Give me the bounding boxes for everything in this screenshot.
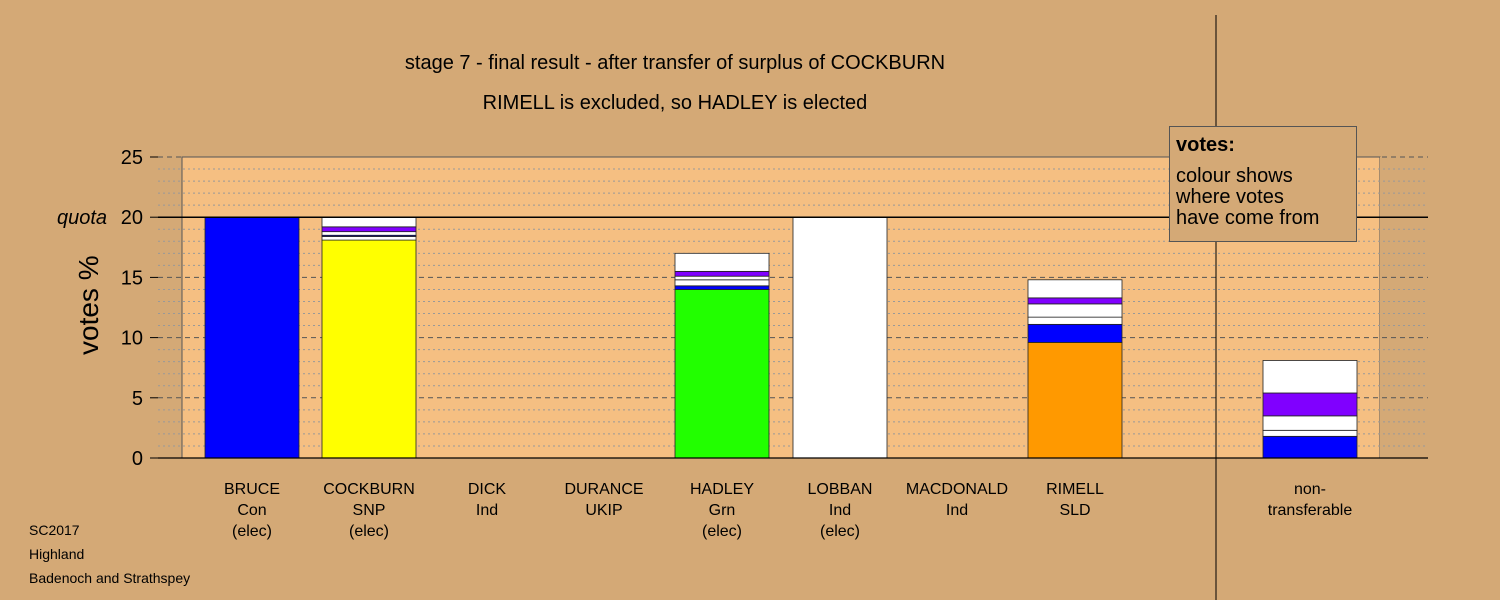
bar-segment (674, 279, 770, 287)
x-category-label: transferable (1268, 502, 1353, 519)
x-category-label: UKIP (585, 502, 622, 519)
bar-cockburn (321, 216, 417, 459)
legend-line: colour shows (1176, 165, 1293, 187)
legend-title: votes: (1176, 134, 1235, 156)
y-tick-label: 20 (121, 207, 143, 229)
x-category-label: (elec) (702, 523, 742, 540)
bar-segment (674, 289, 770, 459)
bar-segment (321, 216, 417, 228)
y-tick-label: 25 (121, 147, 143, 169)
x-category-label: Grn (709, 502, 736, 519)
bar-segment (674, 285, 770, 290)
bar-segment (674, 270, 770, 277)
x-category-label: MACDONALD (906, 481, 1008, 498)
bar-segment (321, 239, 417, 459)
x-category-label: RIMELL (1046, 481, 1104, 498)
bar-lobban (792, 216, 888, 459)
footer-code: SC2017 (29, 522, 80, 538)
x-category-label: SNP (353, 502, 386, 519)
x-category-label: non- (1294, 481, 1326, 498)
plot-margin-right (1380, 157, 1428, 458)
bar-segment (1262, 429, 1358, 437)
y-tick-label: 5 (132, 388, 143, 410)
y-axis-label: votes % (73, 255, 104, 355)
bar-segment (321, 231, 417, 236)
x-category-label: Con (237, 502, 266, 519)
bar-segment (1262, 435, 1358, 459)
x-category-label: (elec) (349, 523, 389, 540)
bar-segment (1027, 279, 1123, 299)
x-category-label: Ind (829, 502, 851, 519)
y-tick-label: 0 (132, 448, 143, 470)
bar-segment (1027, 323, 1123, 343)
x-category-label: DURANCE (564, 481, 643, 498)
chart-title: stage 7 - final result - after transfer … (404, 52, 946, 74)
y-tick-label: 15 (121, 267, 143, 289)
x-category-label: SLD (1059, 502, 1090, 519)
bar-segment (674, 275, 770, 281)
bar-segment (674, 252, 770, 272)
bar-hadley (674, 252, 770, 459)
x-category-label: COCKBURN (323, 481, 415, 498)
bar-segment (1027, 342, 1123, 459)
bar-segment (1027, 303, 1123, 318)
bar-segment (321, 226, 417, 233)
y-tick-label: 10 (121, 328, 143, 350)
bar-bruce (204, 216, 300, 459)
x-category-label: (elec) (232, 523, 272, 540)
legend-line: where votes (1176, 186, 1284, 208)
x-category-label: HADLEY (690, 481, 754, 498)
bar-segment (204, 216, 300, 459)
chart-subtitle: RIMELL is excluded, so HADLEY is elected (482, 92, 868, 114)
bar-segment (1262, 392, 1358, 417)
bar-segment (1262, 415, 1358, 431)
legend-line: have come from (1176, 207, 1320, 229)
bar-rimell (1027, 279, 1123, 459)
bar-segment (321, 236, 417, 241)
x-category-label: (elec) (820, 523, 860, 540)
legend: votes: colour shows where votes have com… (1169, 126, 1357, 242)
bar-segment (1027, 316, 1123, 325)
quota-label: quota (57, 207, 107, 229)
footer-region: Highland (29, 546, 85, 562)
x-category-label: Ind (946, 502, 968, 519)
x-category-label: BRUCE (224, 481, 280, 498)
bar-segment (1027, 297, 1123, 305)
bar-segment (1262, 360, 1358, 394)
x-category-label: DICK (468, 481, 507, 498)
bar-non (1262, 360, 1358, 459)
footer-ward: Badenoch and Strathspey (29, 570, 191, 586)
x-category-label: Ind (476, 502, 498, 519)
x-category-label: LOBBAN (808, 481, 873, 498)
bar-segment (792, 216, 888, 459)
